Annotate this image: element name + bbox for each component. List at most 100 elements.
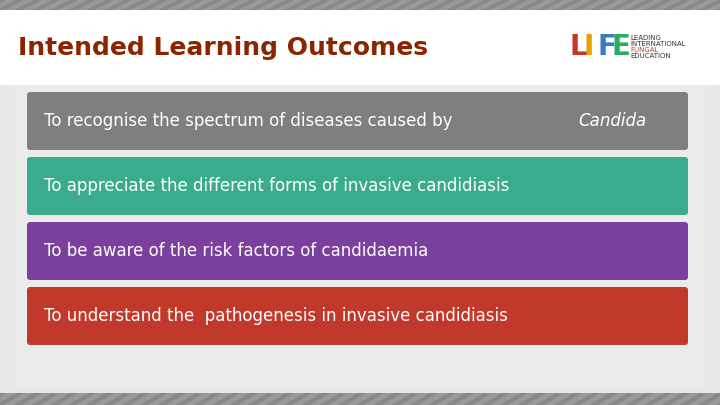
- Polygon shape: [22, 0, 52, 10]
- Polygon shape: [364, 393, 394, 405]
- Polygon shape: [202, 0, 232, 10]
- Polygon shape: [184, 0, 214, 10]
- Polygon shape: [256, 393, 286, 405]
- Polygon shape: [562, 393, 592, 405]
- Polygon shape: [4, 0, 34, 10]
- Polygon shape: [652, 393, 682, 405]
- Polygon shape: [328, 393, 358, 405]
- Polygon shape: [76, 393, 106, 405]
- Text: E: E: [612, 33, 631, 61]
- Polygon shape: [706, 393, 720, 405]
- Polygon shape: [328, 0, 358, 10]
- Polygon shape: [706, 0, 720, 10]
- Polygon shape: [454, 393, 484, 405]
- Polygon shape: [58, 0, 88, 10]
- Polygon shape: [22, 393, 52, 405]
- Polygon shape: [310, 0, 340, 10]
- Polygon shape: [292, 393, 322, 405]
- Polygon shape: [238, 393, 268, 405]
- Polygon shape: [382, 0, 412, 10]
- FancyBboxPatch shape: [0, 10, 720, 85]
- Polygon shape: [148, 393, 178, 405]
- Polygon shape: [598, 0, 628, 10]
- Text: To appreciate the different forms of invasive candidiasis: To appreciate the different forms of inv…: [44, 177, 509, 195]
- Polygon shape: [220, 393, 250, 405]
- Polygon shape: [670, 0, 700, 10]
- Polygon shape: [112, 0, 142, 10]
- Polygon shape: [274, 393, 304, 405]
- Polygon shape: [274, 0, 304, 10]
- Polygon shape: [310, 393, 340, 405]
- Text: I: I: [584, 33, 594, 61]
- Polygon shape: [166, 0, 196, 10]
- Text: F: F: [598, 33, 617, 61]
- Polygon shape: [238, 0, 268, 10]
- Polygon shape: [616, 0, 646, 10]
- Polygon shape: [202, 393, 232, 405]
- Text: LEADING: LEADING: [630, 35, 661, 41]
- FancyBboxPatch shape: [27, 287, 688, 345]
- Polygon shape: [256, 0, 286, 10]
- Polygon shape: [166, 393, 196, 405]
- Polygon shape: [688, 0, 718, 10]
- Polygon shape: [562, 0, 592, 10]
- Polygon shape: [472, 0, 502, 10]
- FancyBboxPatch shape: [27, 222, 688, 280]
- Polygon shape: [58, 393, 88, 405]
- Polygon shape: [616, 393, 646, 405]
- Polygon shape: [580, 393, 610, 405]
- Polygon shape: [94, 0, 124, 10]
- Polygon shape: [400, 0, 430, 10]
- Polygon shape: [508, 393, 538, 405]
- Polygon shape: [346, 393, 376, 405]
- Polygon shape: [598, 393, 628, 405]
- Polygon shape: [94, 393, 124, 405]
- Polygon shape: [364, 0, 394, 10]
- Text: INTERNATIONAL: INTERNATIONAL: [630, 41, 685, 47]
- Polygon shape: [688, 393, 718, 405]
- Polygon shape: [436, 393, 466, 405]
- Polygon shape: [634, 0, 664, 10]
- Text: To be aware of the risk factors of candidaemia: To be aware of the risk factors of candi…: [44, 242, 428, 260]
- Polygon shape: [418, 393, 448, 405]
- Polygon shape: [130, 0, 160, 10]
- Polygon shape: [400, 393, 430, 405]
- Polygon shape: [670, 393, 700, 405]
- Polygon shape: [112, 393, 142, 405]
- Polygon shape: [544, 393, 574, 405]
- Polygon shape: [0, 0, 16, 10]
- Polygon shape: [184, 393, 214, 405]
- Polygon shape: [382, 393, 412, 405]
- Text: L: L: [570, 33, 588, 61]
- Polygon shape: [418, 0, 448, 10]
- FancyBboxPatch shape: [27, 92, 688, 150]
- Polygon shape: [436, 0, 466, 10]
- FancyBboxPatch shape: [27, 157, 688, 215]
- Polygon shape: [130, 393, 160, 405]
- Text: Candida: Candida: [578, 112, 646, 130]
- Polygon shape: [292, 0, 322, 10]
- Polygon shape: [490, 393, 520, 405]
- Text: To recognise the spectrum of diseases caused by: To recognise the spectrum of diseases ca…: [44, 112, 458, 130]
- Text: To understand the  pathogenesis in invasive candidiasis: To understand the pathogenesis in invasi…: [44, 307, 508, 325]
- Polygon shape: [544, 0, 574, 10]
- Text: Intended Learning Outcomes: Intended Learning Outcomes: [18, 36, 428, 60]
- Polygon shape: [490, 0, 520, 10]
- Polygon shape: [580, 0, 610, 10]
- Polygon shape: [0, 393, 720, 405]
- FancyBboxPatch shape: [15, 87, 705, 387]
- Polygon shape: [634, 393, 664, 405]
- Polygon shape: [346, 0, 376, 10]
- Polygon shape: [472, 393, 502, 405]
- Polygon shape: [40, 393, 70, 405]
- Polygon shape: [454, 0, 484, 10]
- Polygon shape: [76, 0, 106, 10]
- Text: FUNGAL: FUNGAL: [630, 47, 658, 53]
- Polygon shape: [526, 393, 556, 405]
- Polygon shape: [148, 0, 178, 10]
- Polygon shape: [652, 0, 682, 10]
- Polygon shape: [526, 0, 556, 10]
- Polygon shape: [220, 0, 250, 10]
- Polygon shape: [4, 393, 34, 405]
- Polygon shape: [0, 393, 16, 405]
